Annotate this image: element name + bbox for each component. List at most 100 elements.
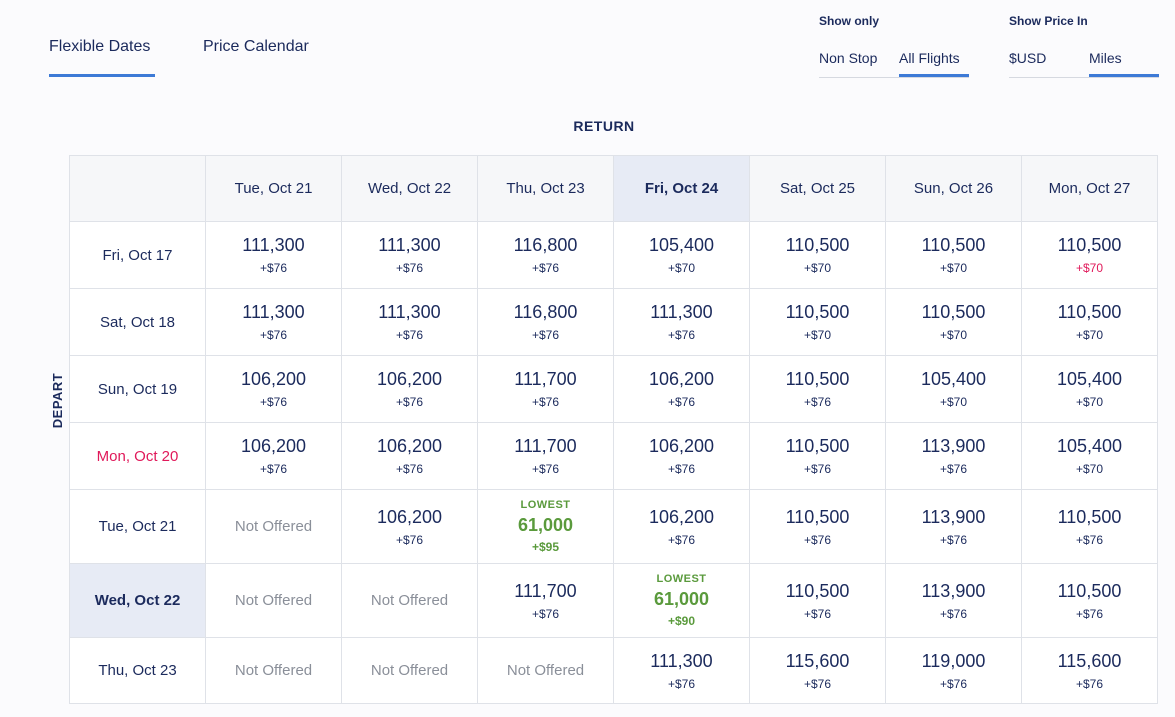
filter-option[interactable]: Non Stop: [819, 50, 878, 66]
price-cell[interactable]: 111,700 +$76: [477, 422, 614, 490]
filter-label: Show only: [819, 14, 879, 28]
price-cell[interactable]: 106,200 +$76: [341, 355, 478, 423]
tax: +$70: [939, 328, 968, 342]
price-cell[interactable]: 110,500 +$70: [885, 221, 1022, 289]
price-cell[interactable]: 110,500 +$76: [749, 355, 886, 423]
tax: +$76: [395, 328, 424, 342]
row-header[interactable]: Thu, Oct 23: [69, 637, 206, 704]
tax: +$70: [803, 261, 832, 275]
price-cell[interactable]: 111,300 +$76: [341, 288, 478, 356]
price-cell[interactable]: 113,900 +$76: [885, 422, 1022, 490]
price-cell[interactable]: Not Offered: [477, 637, 614, 704]
tax: +$70: [1075, 395, 1104, 409]
miles: 110,500: [1057, 580, 1122, 601]
tax: +$70: [939, 261, 968, 275]
miles: 116,800: [513, 302, 578, 322]
row-header[interactable]: Sun, Oct 19: [69, 355, 206, 423]
price-cell[interactable]: 113,900 +$76: [885, 489, 1022, 564]
row-header[interactable]: Wed, Oct 22: [69, 563, 206, 638]
price-cell[interactable]: 119,000 +$76: [885, 637, 1022, 704]
price-cell[interactable]: 106,200 +$76: [205, 422, 342, 490]
price-cell[interactable]: 110,500 +$70: [749, 288, 886, 356]
column-header[interactable]: Fri, Oct 24: [613, 155, 750, 222]
filter-option[interactable]: Miles: [1089, 50, 1122, 66]
row-header[interactable]: Tue, Oct 21: [69, 489, 206, 564]
price-cell[interactable]: LOWEST 61,000 +$90: [613, 563, 750, 638]
price-cell[interactable]: 110,500 +$70: [1021, 288, 1158, 356]
column-header[interactable]: Wed, Oct 22: [341, 155, 478, 222]
tab[interactable]: Flexible Dates: [49, 38, 151, 55]
price-cell[interactable]: 111,300 +$76: [341, 221, 478, 289]
row-header[interactable]: Sat, Oct 18: [69, 288, 206, 356]
row-header[interactable]: Mon, Oct 20: [69, 422, 206, 490]
filter-underline: [899, 74, 969, 77]
tax: +$76: [259, 462, 288, 476]
filter-option[interactable]: $USD: [1009, 50, 1047, 66]
price-cell[interactable]: 113,900 +$76: [885, 563, 1022, 638]
price-cell[interactable]: 111,300 +$76: [205, 288, 342, 356]
not-offered: Not Offered: [370, 591, 449, 609]
price-cell[interactable]: 111,300 +$76: [205, 221, 342, 289]
price-cell[interactable]: 105,400 +$70: [613, 221, 750, 289]
price-cell[interactable]: Not Offered: [205, 489, 342, 564]
grid-row: Tue, Oct 21 Not Offered 106,200 +$76 LOWEST 6…: [69, 489, 1158, 564]
price-cell[interactable]: Not Offered: [205, 563, 342, 638]
price-cell[interactable]: 116,800 +$76: [477, 221, 614, 289]
price-cell[interactable]: Not Offered: [205, 637, 342, 704]
tab[interactable]: Price Calendar: [203, 38, 309, 55]
miles: 111,300: [242, 302, 305, 322]
price-cell[interactable]: 110,500 +$76: [749, 422, 886, 490]
column-header[interactable]: Mon, Oct 27: [1021, 155, 1158, 222]
price-cell[interactable]: Not Offered: [341, 637, 478, 704]
price-cell[interactable]: 116,800 +$76: [477, 288, 614, 356]
price-cell[interactable]: 111,700 +$76: [477, 563, 614, 638]
miles: 113,900: [921, 436, 986, 456]
price-cell[interactable]: Not Offered: [341, 563, 478, 638]
price-cell[interactable]: 110,500 +$76: [749, 489, 886, 564]
price-cell[interactable]: 106,200 +$76: [613, 489, 750, 564]
filter-option[interactable]: All Flights: [899, 50, 960, 66]
price-cell[interactable]: 115,600 +$76: [749, 637, 886, 704]
tax: +$76: [395, 261, 424, 275]
header-row: Tue, Oct 21 Wed, Oct 22 Thu, Oct 23 Fri, Oc…: [69, 155, 1158, 222]
tax: +$76: [939, 676, 968, 691]
price-cell[interactable]: 110,500 +$76: [1021, 563, 1158, 638]
miles: 106,200: [648, 506, 715, 527]
price-cell[interactable]: 105,400 +$70: [1021, 355, 1158, 423]
price-cell[interactable]: 110,500 +$70: [749, 221, 886, 289]
price-cell[interactable]: 110,500 +$70: [1021, 221, 1158, 289]
price-cell[interactable]: 110,500 +$70: [885, 288, 1022, 356]
tax: +$76: [667, 532, 696, 547]
grid-row: Fri, Oct 17 111,300 +$76 111,300 +$76 116,800…: [69, 221, 1158, 289]
price-cell[interactable]: 111,700 +$76: [477, 355, 614, 423]
price-cell[interactable]: LOWEST 61,000 +$95: [477, 489, 614, 564]
tax: +$70: [1075, 261, 1104, 275]
price-cell[interactable]: 106,200 +$76: [341, 489, 478, 564]
tax: +$76: [531, 328, 560, 342]
grid-row: Mon, Oct 20 106,200 +$76 106,200 +$76 111,700…: [69, 422, 1158, 490]
miles: 61,000: [653, 589, 710, 609]
column-header[interactable]: Sun, Oct 26: [885, 155, 1022, 222]
miles: 110,500: [785, 580, 850, 601]
price-cell[interactable]: 110,500 +$76: [749, 563, 886, 638]
price-cell[interactable]: 106,200 +$76: [613, 355, 750, 423]
row-header[interactable]: Fri, Oct 17: [69, 221, 206, 289]
lowest-badge: LOWEST: [656, 573, 707, 585]
tax: +$76: [667, 395, 696, 409]
not-offered: Not Offered: [234, 591, 313, 609]
price-cell[interactable]: 110,500 +$76: [1021, 489, 1158, 564]
miles: 105,400: [648, 235, 715, 255]
price-cell[interactable]: 105,400 +$70: [1021, 422, 1158, 490]
price-cell[interactable]: 115,600 +$76: [1021, 637, 1158, 704]
column-header[interactable]: Thu, Oct 23: [477, 155, 614, 222]
price-cell[interactable]: 111,300 +$76: [613, 637, 750, 704]
column-header[interactable]: Tue, Oct 21: [205, 155, 342, 222]
price-cell[interactable]: 111,300 +$76: [613, 288, 750, 356]
miles: 110,500: [1057, 235, 1122, 255]
price-cell[interactable]: 105,400 +$70: [885, 355, 1022, 423]
tax: +$76: [939, 606, 968, 621]
column-header[interactable]: Sat, Oct 25: [749, 155, 886, 222]
price-cell[interactable]: 106,200 +$76: [341, 422, 478, 490]
price-cell[interactable]: 106,200 +$76: [613, 422, 750, 490]
price-cell[interactable]: 106,200 +$76: [205, 355, 342, 423]
